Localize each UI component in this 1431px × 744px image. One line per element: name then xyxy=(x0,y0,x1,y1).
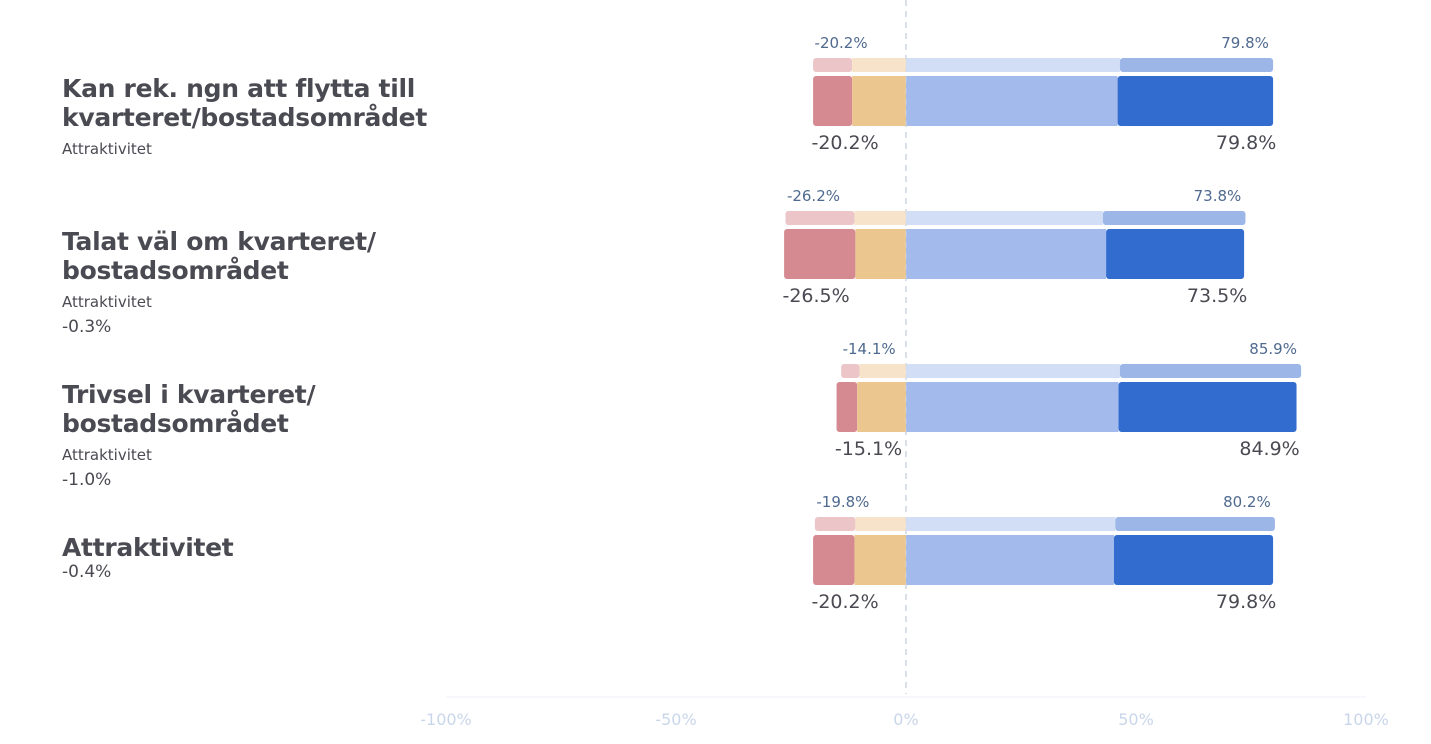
comparison-bar-negative-strong xyxy=(814,517,856,531)
comparison-bar-positive-strong xyxy=(1115,517,1275,531)
row-diff: -1.0% xyxy=(62,470,112,490)
comparison-bar-negative-weak xyxy=(859,364,906,378)
x-tick-label: 0% xyxy=(893,710,918,729)
comparison-neg-label: -14.1% xyxy=(843,340,896,358)
row-diff: -0.3% xyxy=(62,317,112,337)
main-bar-positive-strong xyxy=(1117,76,1274,126)
comparison-pos-label: 80.2% xyxy=(1223,493,1271,511)
row-title: Talat väl om kvarteret/ bostadsområdet xyxy=(62,227,376,285)
comparison-neg-label: -20.2% xyxy=(815,34,868,52)
row-label-2: Trivsel i kvarteret/ bostadsområdet Attr… xyxy=(62,380,316,490)
comparison-pos-label: 79.8% xyxy=(1221,34,1269,52)
comparison-neg-label: -19.8% xyxy=(816,493,869,511)
main-neg-label: -15.1% xyxy=(835,438,902,460)
main-bar-positive-strong xyxy=(1106,229,1245,279)
main-bar-negative-weak xyxy=(854,535,906,585)
main-bar-positive-strong xyxy=(1118,382,1297,432)
row-label-0: Kan rek. ngn att flytta till kvarteret/b… xyxy=(62,74,427,158)
x-tick-label: 50% xyxy=(1118,710,1154,729)
row-subtitle: Attraktivitet xyxy=(62,140,152,158)
row-title: Attraktivitet xyxy=(62,533,234,562)
x-tick-label: -50% xyxy=(655,710,696,729)
row-diff: -0.4% xyxy=(62,562,112,582)
comparison-bar-positive-strong xyxy=(1119,364,1302,378)
comparison-bar-positive-weak xyxy=(906,517,1116,531)
comparison-bar-positive-weak xyxy=(906,364,1120,378)
main-bar-negative-weak xyxy=(855,229,906,279)
comparison-bar-negative-weak xyxy=(854,211,906,225)
main-bar-negative-strong xyxy=(813,535,855,585)
comparison-neg-label: -26.2% xyxy=(787,187,840,205)
main-bar-negative-strong xyxy=(813,76,853,126)
main-bar-negative-strong xyxy=(784,229,856,279)
main-pos-label: 79.8% xyxy=(1216,591,1276,613)
row-subtitle: Attraktivitet xyxy=(62,446,152,464)
comparison-pos-label: 73.8% xyxy=(1194,187,1242,205)
main-bar-negative-strong xyxy=(836,382,858,432)
main-bar-positive-weak xyxy=(906,229,1107,279)
main-pos-label: 73.5% xyxy=(1187,285,1247,307)
comparison-bar-negative-weak xyxy=(852,58,906,72)
comparison-bar-negative-strong xyxy=(785,211,855,225)
row-label-1: Talat väl om kvarteret/ bostadsområdet A… xyxy=(62,227,376,337)
main-neg-label: -20.2% xyxy=(811,591,878,613)
comparison-bar-positive-weak xyxy=(906,58,1120,72)
x-tick-label: 100% xyxy=(1343,710,1389,729)
main-pos-label: 84.9% xyxy=(1239,438,1299,460)
comparison-bar-positive-weak xyxy=(906,211,1103,225)
row-subtitle: Attraktivitet xyxy=(62,293,152,311)
main-bar-negative-weak xyxy=(852,76,906,126)
main-pos-label: 79.8% xyxy=(1216,132,1276,154)
comparison-pos-label: 85.9% xyxy=(1249,340,1297,358)
main-bar-positive-weak xyxy=(906,535,1114,585)
main-bar-positive-strong xyxy=(1113,535,1274,585)
comparison-bar-negative-weak xyxy=(855,517,906,531)
row-title: Kan rek. ngn att flytta till kvarteret/b… xyxy=(62,74,427,132)
main-bar-negative-weak xyxy=(857,382,906,432)
x-tick-label: -100% xyxy=(420,710,472,729)
comparison-bar-negative-strong xyxy=(813,58,853,72)
main-bar-positive-weak xyxy=(906,76,1118,126)
main-bar-positive-weak xyxy=(906,382,1119,432)
main-neg-label: -26.5% xyxy=(782,285,849,307)
comparison-bar-positive-strong xyxy=(1102,211,1246,225)
main-neg-label: -20.2% xyxy=(811,132,878,154)
row-label-3: Attraktivitet -0.4% xyxy=(62,533,234,582)
comparison-bar-positive-strong xyxy=(1119,58,1274,72)
comparison-bar-negative-strong xyxy=(841,364,860,378)
row-title: Trivsel i kvarteret/ bostadsområdet xyxy=(62,380,316,438)
